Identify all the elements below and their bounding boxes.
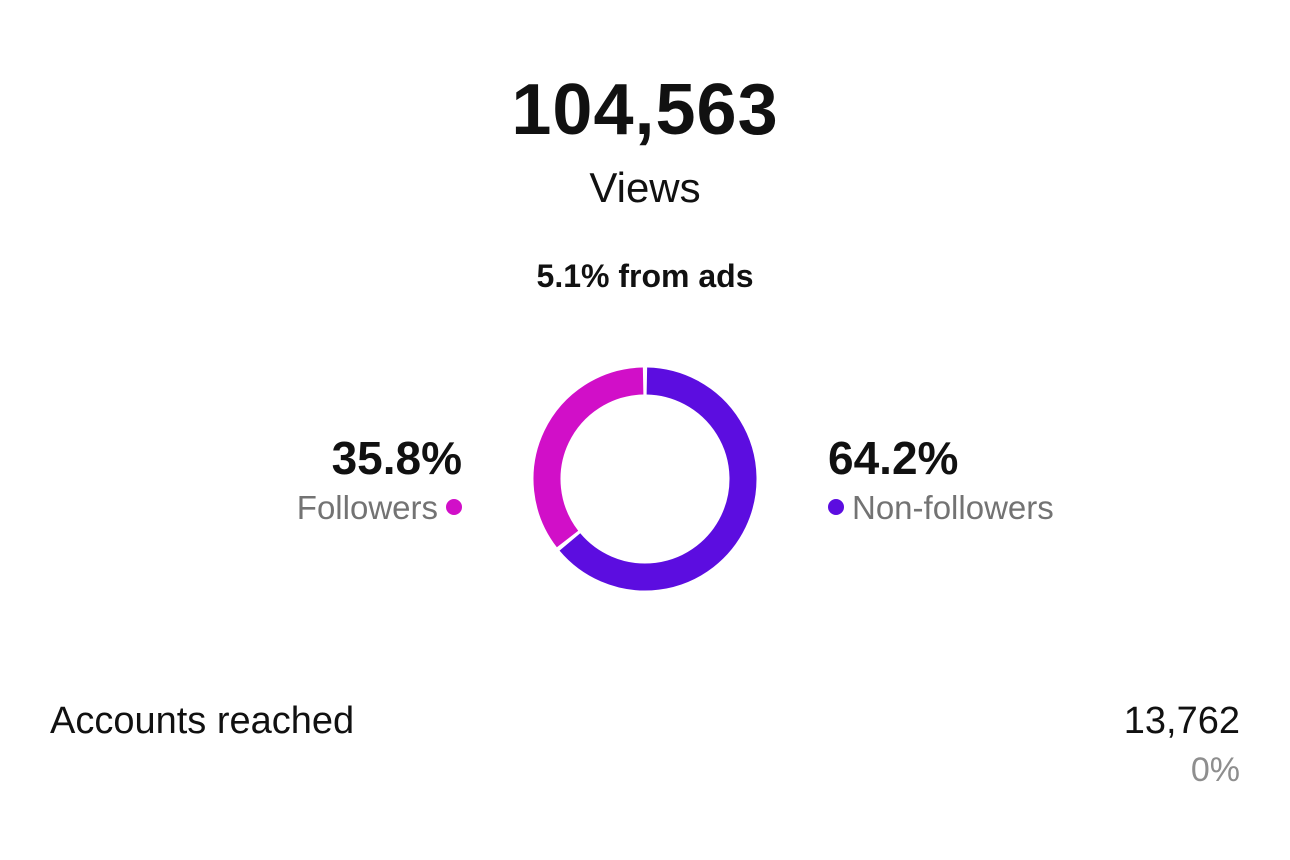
accounts-reached-label: Accounts reached (50, 700, 355, 742)
views-label: Views (589, 164, 701, 211)
followers-legend: 35.8% Followers (180, 430, 462, 530)
ads-share-text: 5.1% from ads (536, 258, 754, 294)
non-followers-percentage: 64.2% (828, 432, 959, 484)
non-followers-color-dot (828, 499, 844, 516)
donut-segment-followers (533, 367, 644, 548)
followers-percentage: 35.8% (331, 432, 462, 484)
followers-color-dot (446, 499, 462, 516)
donut-segment-non-followers (559, 367, 757, 591)
non-followers-legend: 64.2% Non-followers (828, 430, 1148, 530)
non-followers-label: Non-followers (852, 489, 1054, 526)
accounts-reached-change: 0% (1190, 751, 1240, 789)
followers-donut-chart (533, 367, 757, 591)
followers-label: Followers (296, 489, 438, 526)
accounts-reached-value: 13,762 (1123, 700, 1240, 742)
total-views-value: 104,563 (511, 70, 779, 150)
